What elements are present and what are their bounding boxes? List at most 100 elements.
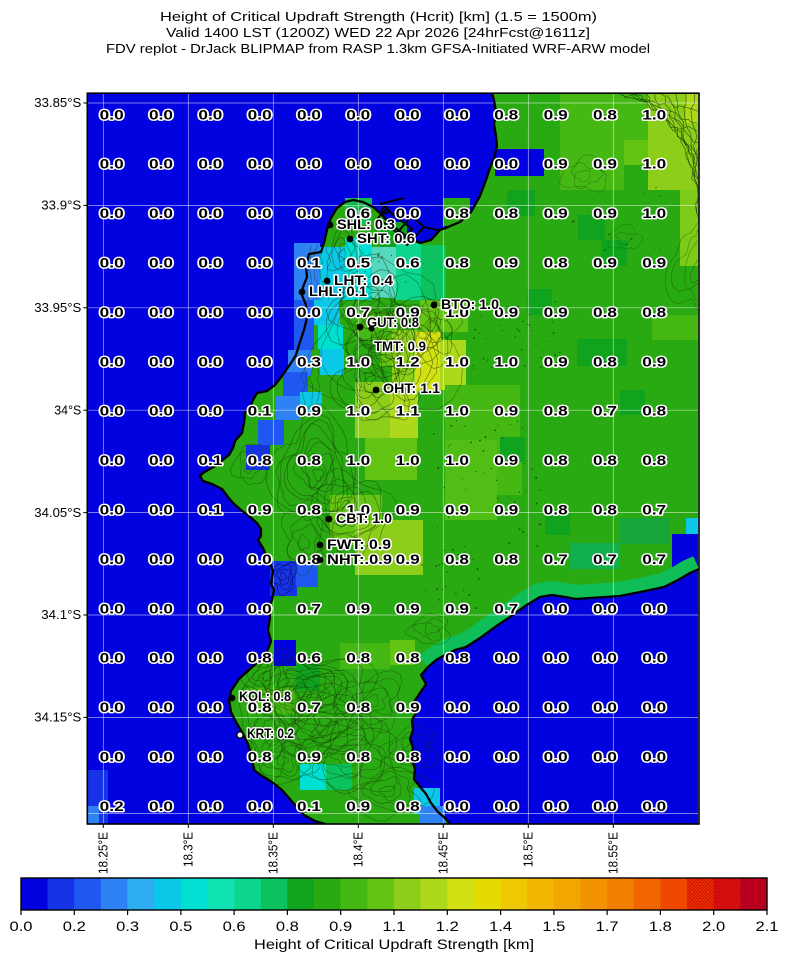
svg-text:1.0: 1.0 xyxy=(642,206,666,221)
svg-text:0.7: 0.7 xyxy=(642,552,666,567)
svg-text:0.8: 0.8 xyxy=(297,503,322,518)
svg-text:0.0: 0.0 xyxy=(445,799,469,814)
svg-text:SHL: 0.3: SHL: 0.3 xyxy=(337,217,396,232)
svg-text:0.8: 0.8 xyxy=(346,700,371,715)
svg-text:0.9: 0.9 xyxy=(494,503,518,518)
svg-text:33.95°S: 33.95°S xyxy=(34,301,81,315)
svg-text:0.9: 0.9 xyxy=(396,700,420,715)
svg-text:FWT: 0.9: FWT: 0.9 xyxy=(327,537,391,552)
svg-text:0.8: 0.8 xyxy=(445,552,470,567)
svg-text:1.5: 1.5 xyxy=(542,919,565,934)
svg-text:0.0: 0.0 xyxy=(642,601,666,616)
svg-text:0.6: 0.6 xyxy=(223,919,246,934)
svg-text:0.9: 0.9 xyxy=(445,503,469,518)
svg-text:0.0: 0.0 xyxy=(100,157,124,172)
svg-text:0.0: 0.0 xyxy=(396,206,420,221)
svg-text:0.1: 0.1 xyxy=(198,503,223,518)
svg-text:0.0: 0.0 xyxy=(396,157,420,172)
svg-text:0.9: 0.9 xyxy=(593,206,617,221)
svg-text:0.0: 0.0 xyxy=(198,651,222,666)
svg-text:0.5: 0.5 xyxy=(346,256,371,271)
svg-text:0.7: 0.7 xyxy=(593,552,617,567)
svg-text:0.6: 0.6 xyxy=(396,256,421,271)
svg-text:0.8: 0.8 xyxy=(248,651,273,666)
svg-text:0.0: 0.0 xyxy=(100,601,124,616)
svg-text:0.0: 0.0 xyxy=(297,305,321,320)
svg-text:0.0: 0.0 xyxy=(544,601,568,616)
svg-text:0.7: 0.7 xyxy=(544,552,568,567)
svg-text:0.0: 0.0 xyxy=(149,404,173,419)
svg-text:0.9: 0.9 xyxy=(494,256,518,271)
svg-text:18.35°E: 18.35°E xyxy=(267,832,281,874)
svg-text:1.4: 1.4 xyxy=(489,919,513,934)
svg-text:2.1: 2.1 xyxy=(756,919,779,934)
svg-text:Height of Critical Updraft Str: Height of Critical Updraft Strength [km] xyxy=(254,937,534,952)
svg-text:0.7: 0.7 xyxy=(346,305,370,320)
svg-text:0.0: 0.0 xyxy=(100,503,124,518)
svg-text:0.0: 0.0 xyxy=(248,552,272,567)
svg-text:0.0: 0.0 xyxy=(248,354,272,369)
svg-text:TMT: 0.9: TMT: 0.9 xyxy=(374,339,426,354)
svg-text:0.0: 0.0 xyxy=(100,305,124,320)
svg-text:0.0: 0.0 xyxy=(149,700,173,715)
svg-text:0.0: 0.0 xyxy=(297,107,321,122)
svg-text:0.8: 0.8 xyxy=(494,107,519,122)
svg-text:0.0: 0.0 xyxy=(544,700,568,715)
svg-text:0.9: 0.9 xyxy=(396,305,420,320)
svg-text:0.0: 0.0 xyxy=(100,354,124,369)
svg-text:0.5: 0.5 xyxy=(169,919,192,934)
svg-text:0.0: 0.0 xyxy=(149,552,173,567)
svg-text:0.8: 0.8 xyxy=(642,404,667,419)
svg-text:0.0: 0.0 xyxy=(544,750,568,765)
svg-text:1.0: 1.0 xyxy=(346,503,370,518)
svg-text:0.8: 0.8 xyxy=(297,552,322,567)
svg-text:0.8: 0.8 xyxy=(445,256,470,271)
svg-text:0.0: 0.0 xyxy=(494,157,518,172)
svg-text:0.0: 0.0 xyxy=(149,256,173,271)
svg-text:0.0: 0.0 xyxy=(445,107,469,122)
svg-text:0.9: 0.9 xyxy=(544,354,568,369)
svg-text:0.0: 0.0 xyxy=(198,404,222,419)
svg-text:0.0: 0.0 xyxy=(248,601,272,616)
svg-text:0.8: 0.8 xyxy=(346,750,371,765)
svg-text:18.45°E: 18.45°E xyxy=(437,832,451,874)
svg-text:Height of Critical Updraft Str: Height of Critical Updraft Strength (Hcr… xyxy=(160,9,597,24)
svg-text:0.9: 0.9 xyxy=(494,453,518,468)
svg-text:0.0: 0.0 xyxy=(346,157,370,172)
svg-text:0.0: 0.0 xyxy=(198,799,222,814)
svg-text:34.15°S: 34.15°S xyxy=(34,711,81,725)
svg-text:0.0: 0.0 xyxy=(445,700,469,715)
svg-text:0.8: 0.8 xyxy=(544,503,569,518)
svg-text:0.0: 0.0 xyxy=(149,206,173,221)
svg-text:0.3: 0.3 xyxy=(116,919,139,934)
svg-text:0.8: 0.8 xyxy=(396,799,421,814)
svg-text:18.3°E: 18.3°E xyxy=(182,832,196,867)
svg-text:0.6: 0.6 xyxy=(297,651,322,666)
svg-text:34.05°S: 34.05°S xyxy=(34,506,81,520)
svg-text:0.0: 0.0 xyxy=(445,750,469,765)
svg-text:0.8: 0.8 xyxy=(593,453,618,468)
svg-text:0.9: 0.9 xyxy=(494,404,518,419)
svg-text:0.0: 0.0 xyxy=(642,799,666,814)
svg-text:0.0: 0.0 xyxy=(593,799,617,814)
svg-text:0.0: 0.0 xyxy=(149,107,173,122)
svg-text:0.7: 0.7 xyxy=(494,601,518,616)
svg-text:0.0: 0.0 xyxy=(198,601,222,616)
svg-text:0.0: 0.0 xyxy=(149,651,173,666)
svg-text:0.0: 0.0 xyxy=(198,700,222,715)
svg-text:0.0: 0.0 xyxy=(248,799,272,814)
svg-text:1.0: 1.0 xyxy=(346,453,370,468)
svg-text:1.0: 1.0 xyxy=(642,107,666,122)
svg-text:0.8: 0.8 xyxy=(593,354,618,369)
svg-text:1.2: 1.2 xyxy=(436,919,459,934)
svg-text:0.0: 0.0 xyxy=(593,601,617,616)
svg-text:0.7: 0.7 xyxy=(297,601,321,616)
svg-text:0.8: 0.8 xyxy=(544,453,569,468)
svg-text:0.6: 0.6 xyxy=(346,206,371,221)
svg-text:0.0: 0.0 xyxy=(100,107,124,122)
svg-text:0.2: 0.2 xyxy=(100,799,124,814)
svg-text:18.25°E: 18.25°E xyxy=(97,832,111,874)
svg-text:0.7: 0.7 xyxy=(642,503,666,518)
svg-text:0.0: 0.0 xyxy=(297,157,321,172)
svg-text:0.0: 0.0 xyxy=(100,256,124,271)
